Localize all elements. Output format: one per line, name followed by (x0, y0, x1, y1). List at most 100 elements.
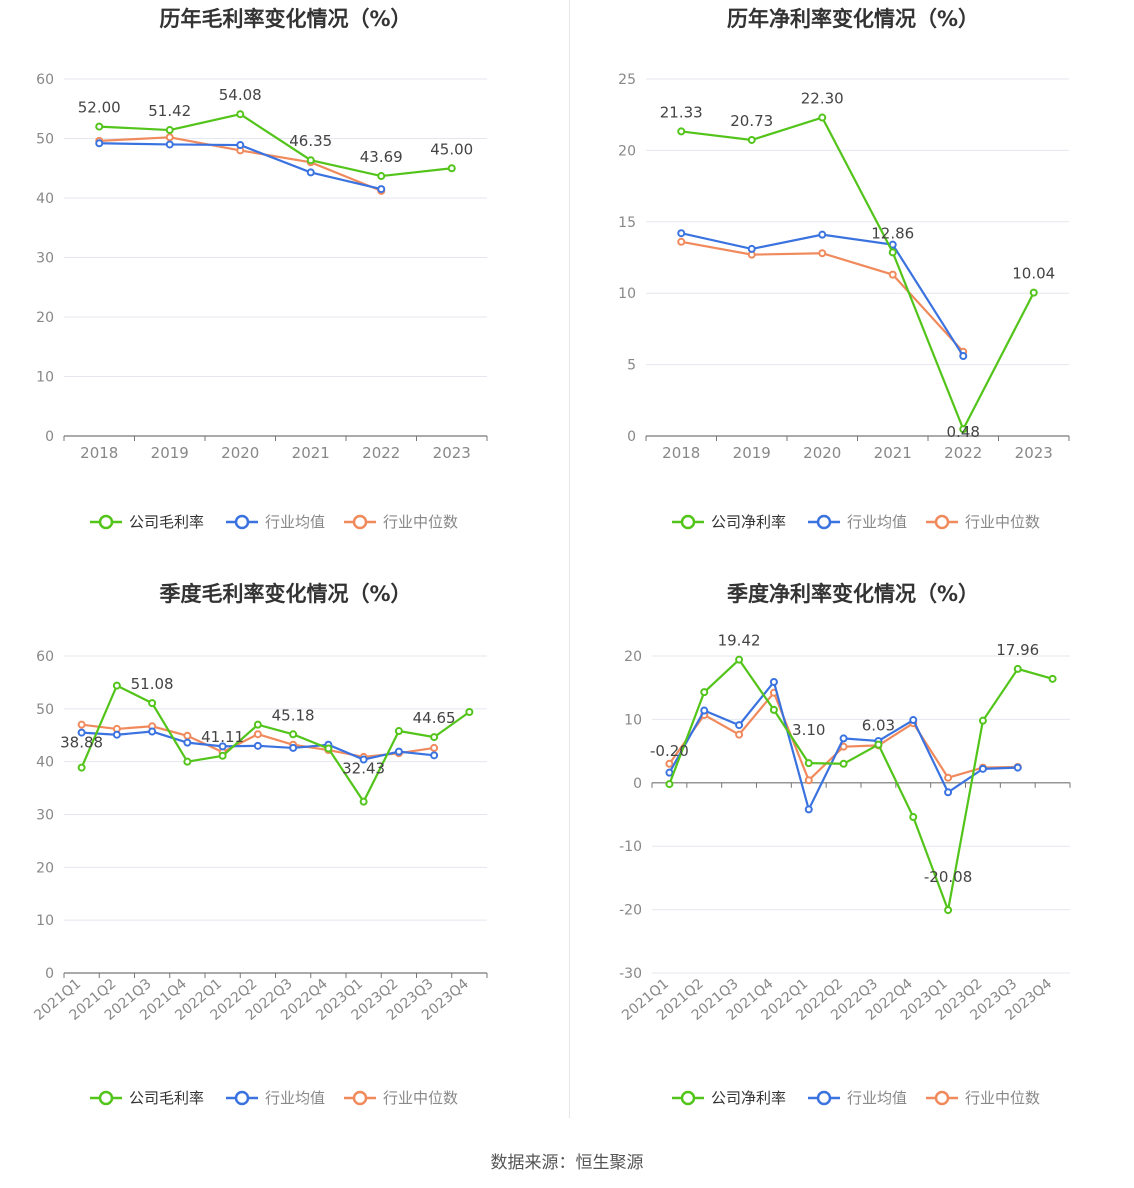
data-point-company (700, 688, 709, 697)
data-point-average (735, 721, 744, 730)
data-point-average (165, 140, 174, 149)
data-label: 45.18 (272, 706, 315, 724)
y-tick-label: 60 (36, 649, 54, 665)
data-label: 22.30 (801, 90, 844, 108)
y-tick-label: 10 (624, 712, 642, 728)
data-point-company (944, 906, 953, 915)
data-label: 51.08 (131, 675, 174, 693)
data-point-average (677, 229, 686, 238)
y-tick-label: 10 (36, 913, 54, 929)
data-point-company (95, 122, 104, 131)
data-point-average (1013, 763, 1022, 772)
data-point-company (769, 705, 778, 714)
y-tick-label: 20 (624, 649, 642, 665)
chart-quarterly-net-margin: 季度净利率变化情况（%） -30 -20 -10 0 10 20 2021Q1 2021Q2 20… (570, 575, 1134, 1145)
y-tick-label: 20 (618, 143, 636, 159)
data-point-company (253, 720, 262, 729)
data-point-average (747, 244, 756, 253)
data-point-company (377, 172, 386, 181)
data-point-average (183, 738, 192, 747)
chart-canvas: 季度净利率变化情况（%）-30-20-10010202021Q12021Q220… (619, 582, 1071, 1107)
x-tick-label: 2023 (433, 444, 471, 462)
data-label: 52.00 (78, 99, 121, 117)
y-tick-label: 0 (45, 966, 54, 982)
legend-marker (680, 1090, 696, 1106)
x-tick-label: 2018 (662, 444, 700, 462)
data-label: 41.11 (201, 728, 244, 746)
y-tick-label: 40 (36, 191, 54, 207)
data-point-company (1013, 664, 1022, 673)
legend-item-label: 行业中位数 (383, 513, 458, 531)
data-point-median (888, 270, 897, 279)
data-point-median (430, 743, 439, 752)
x-tick-label: 2022 (362, 444, 400, 462)
x-tick-label: 2021 (874, 444, 912, 462)
y-tick-label: 25 (618, 72, 636, 88)
y-tick-label: 15 (618, 215, 636, 231)
data-point-median (183, 731, 192, 740)
y-tick-label: 30 (36, 808, 54, 824)
data-point-median (818, 249, 827, 258)
data-label: 17.96 (996, 641, 1039, 659)
data-point-company (839, 759, 848, 768)
data-point-average (839, 734, 848, 743)
y-tick-label: 50 (36, 132, 54, 148)
data-point-company (394, 727, 403, 736)
legend-item-label: 公司净利率 (711, 1089, 786, 1107)
data-point-average (978, 764, 987, 773)
data-point-average (359, 755, 368, 764)
legend-marker (680, 514, 696, 530)
legend-marker (352, 1090, 368, 1106)
chart-title: 历年毛利率变化情况（%） (159, 7, 411, 31)
chart-title: 历年净利率变化情况（%） (727, 7, 979, 31)
data-point-company (874, 740, 883, 749)
legend-marker (816, 514, 832, 530)
legend-marker (816, 1090, 832, 1106)
data-point-company (236, 110, 245, 119)
data-point-company (665, 780, 674, 789)
x-tick-label: 2019 (151, 444, 189, 462)
x-tick-label: 2021 (292, 444, 330, 462)
data-point-company (735, 655, 744, 664)
series-line-median (81, 723, 435, 759)
data-point-average (944, 788, 953, 797)
data-label: 45.00 (430, 140, 473, 158)
data-point-company (909, 813, 918, 822)
y-tick-label: 10 (36, 370, 54, 386)
data-point-median (677, 237, 686, 246)
data-label: 3.10 (792, 721, 825, 739)
y-tick-label: 20 (36, 310, 54, 326)
series-line-median (681, 240, 965, 353)
x-tick-label: 2020 (803, 444, 841, 462)
legend-item-label: 行业中位数 (965, 513, 1040, 531)
data-point-average (95, 139, 104, 148)
y-tick-label: 40 (36, 755, 54, 771)
data-point-average (909, 716, 918, 725)
data-label: 0.48 (947, 423, 980, 441)
data-label: -0.20 (650, 742, 689, 760)
data-label: 12.86 (871, 224, 914, 242)
y-tick-label: -10 (619, 839, 642, 855)
legend-item-label: 公司毛利率 (129, 1089, 204, 1107)
data-point-company (289, 730, 298, 739)
legend-marker (934, 514, 950, 530)
data-point-average (306, 168, 315, 177)
data-point-average (818, 230, 827, 239)
data-point-average (148, 727, 157, 736)
x-tick-label: 2020 (221, 444, 259, 462)
data-point-company (465, 708, 474, 717)
panel-divider (569, 0, 570, 1118)
data-point-company (183, 757, 192, 766)
data-point-average (665, 768, 674, 777)
y-tick-label: 0 (627, 429, 636, 445)
legend-item-label: 行业中位数 (383, 1089, 458, 1107)
data-label: 6.03 (862, 717, 895, 735)
series-line-company (668, 658, 1053, 915)
data-point-company (306, 156, 315, 165)
data-point-average (236, 141, 245, 150)
data-source-label: 数据来源：恒生聚源 (490, 1153, 644, 1173)
data-point-median (665, 759, 674, 768)
data-point-company (978, 716, 987, 725)
x-tick-label: 2018 (80, 444, 118, 462)
data-point-average (77, 728, 86, 737)
